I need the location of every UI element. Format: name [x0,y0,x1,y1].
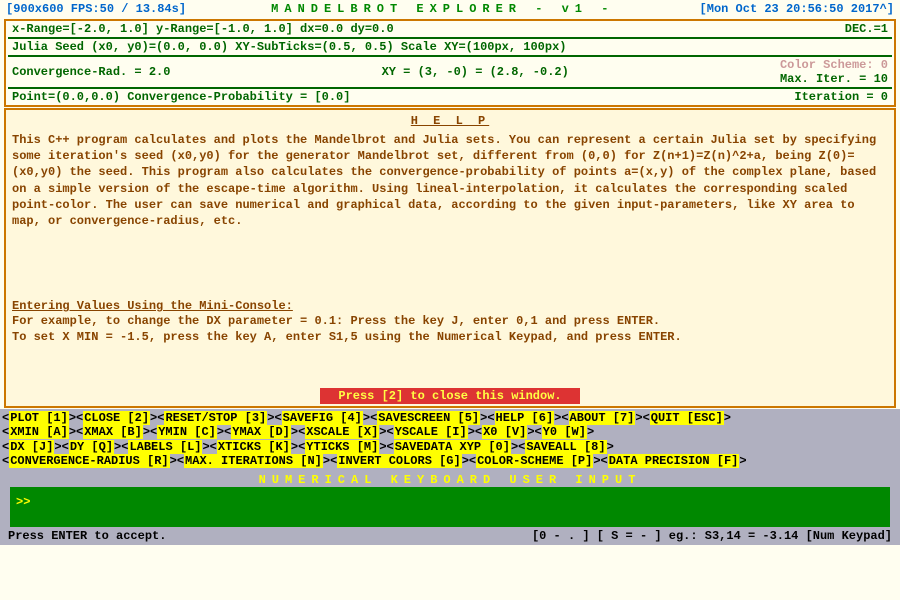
command-button[interactable]: <HELP [6]> [487,411,561,425]
command-button[interactable]: <COLOR-SCHEME [P]> [469,454,601,468]
command-button[interactable]: <DX [J]> [2,440,62,454]
command-button[interactable]: <QUIT [ESC]> [643,411,731,425]
cmd-row-1: <PLOT [1]> <CLOSE [2]> <RESET/STOP [3]> … [2,411,898,425]
cmd-row-2: <XMIN [A]> <XMAX [B]> <YMIN [C]> <YMAX [… [2,425,898,439]
footer-left: Press ENTER to accept. [8,529,166,543]
command-button[interactable]: <CONVERGENCE-RADIUS [R]> [2,454,177,468]
command-button[interactable]: <MAX. ITERATIONS [N]> [177,454,330,468]
color-scheme: Color Scheme: 0 [780,58,888,72]
cmd-row-3: <DX [J]> <DY [Q]> <LABELS [L]> <XTICKS [… [2,440,898,454]
resolution-fps: [900x600 FPS:50 / 13.84s] [6,2,186,16]
help-panel: H E L P This C++ program calculates and … [4,108,896,408]
command-button[interactable]: <DY [Q]> [62,440,122,454]
command-button[interactable]: <XMAX [B]> [76,425,150,439]
command-button[interactable]: <XTICKS [K]> [210,440,298,454]
datetime: [Mon Oct 23 20:56:50 2017^] [700,2,894,16]
command-button[interactable]: <SAVEDATA XYP [0]> [387,440,519,454]
command-button[interactable]: <SAVEALL [8]> [518,440,614,454]
num-input-title: NUMERICAL KEYBOARD USER INPUT [2,469,898,487]
command-button[interactable]: <INVERT COLORS [G]> [330,454,469,468]
command-button[interactable]: <YMIN [C]> [150,425,224,439]
point-probability: Point=(0.0,0.0) Convergence-Probability … [12,90,350,104]
help-example-2: To set X MIN = -1.5, press the key A, en… [12,329,888,345]
xy-coords: XY = (3, -0) = (2.8, -0.2) [382,65,569,79]
command-button[interactable]: <PLOT [1]> [2,411,76,425]
command-button[interactable]: <YMAX [D]> [224,425,298,439]
command-button[interactable]: <X0 [V]> [475,425,535,439]
command-button[interactable]: <SAVESCREEN [5]> [370,411,487,425]
xy-range: x-Range=[-2.0, 1.0] y-Range=[-1.0, 1.0] … [12,22,394,36]
command-button[interactable]: <Y0 [W]> [535,425,595,439]
mini-console[interactable]: >> [10,487,890,527]
julia-seed: Julia Seed (x0, y0)=(0.0, 0.0) XY-SubTic… [12,40,567,54]
console-prompt: >> [16,495,30,509]
command-button[interactable]: <XSCALE [X]> [298,425,386,439]
decimal-precision: DEC.=1 [845,22,888,36]
max-iterations: Max. Iter. = 10 [780,72,888,86]
convergence-radius: Convergence-Rad. = 2.0 [12,65,170,79]
command-button[interactable]: <LABELS [L]> [121,440,209,454]
command-button[interactable]: <YTICKS [M]> [298,440,386,454]
help-example-1: For example, to change the DX parameter … [12,313,888,329]
help-title: H E L P [12,114,888,128]
command-button[interactable]: <RESET/STOP [3]> [157,411,274,425]
cmd-row-4: <CONVERGENCE-RADIUS [R]> <MAX. ITERATION… [2,454,898,468]
help-close-hint: Press [2] to close this window. [320,388,580,404]
command-button[interactable]: <SAVEFIG [4]> [274,411,370,425]
command-button[interactable]: <YSCALE [I]> [386,425,474,439]
command-button[interactable]: <DATA PRECISION [F]> [601,454,747,468]
help-body: This C++ program calculates and plots th… [12,132,888,229]
command-button[interactable]: <CLOSE [2]> [76,411,157,425]
app-title: MANDELBROT EXPLORER - v1 - [271,2,614,16]
help-subheading: Entering Values Using the Mini-Console: [12,299,293,313]
command-button[interactable]: <XMIN [A]> [2,425,76,439]
footer-bar: Press ENTER to accept. [0 - . ] [ S = - … [2,527,898,545]
command-area: <PLOT [1]> <CLOSE [2]> <RESET/STOP [3]> … [0,409,900,545]
top-bar: [900x600 FPS:50 / 13.84s] MANDELBROT EXP… [0,0,900,18]
iteration-count: Iteration = 0 [794,90,888,104]
command-button[interactable]: <ABOUT [7]> [561,411,642,425]
footer-right: [0 - . ] [ S = - ] eg.: S3,14 = -3.14 [N… [532,529,892,543]
parameters-panel: x-Range=[-2.0, 1.0] y-Range=[-1.0, 1.0] … [4,19,896,107]
